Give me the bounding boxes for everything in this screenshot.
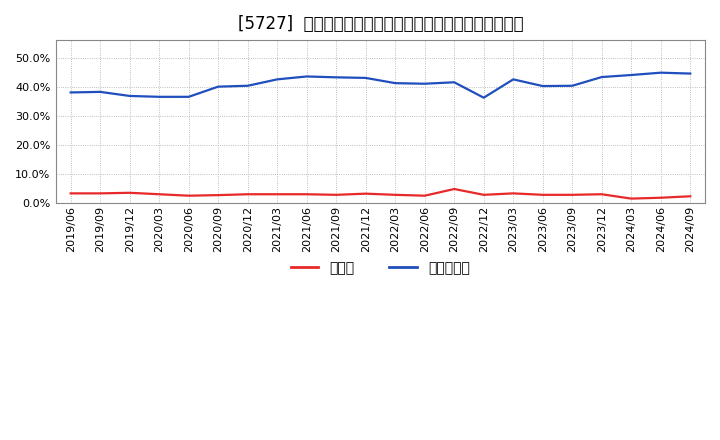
Title: [5727]  現預金、有利子負債の総資産に対する比率の推移: [5727] 現預金、有利子負債の総資産に対する比率の推移 <box>238 15 523 33</box>
Legend: 現預金, 有利子負債: 現預金, 有利子負債 <box>285 256 476 281</box>
